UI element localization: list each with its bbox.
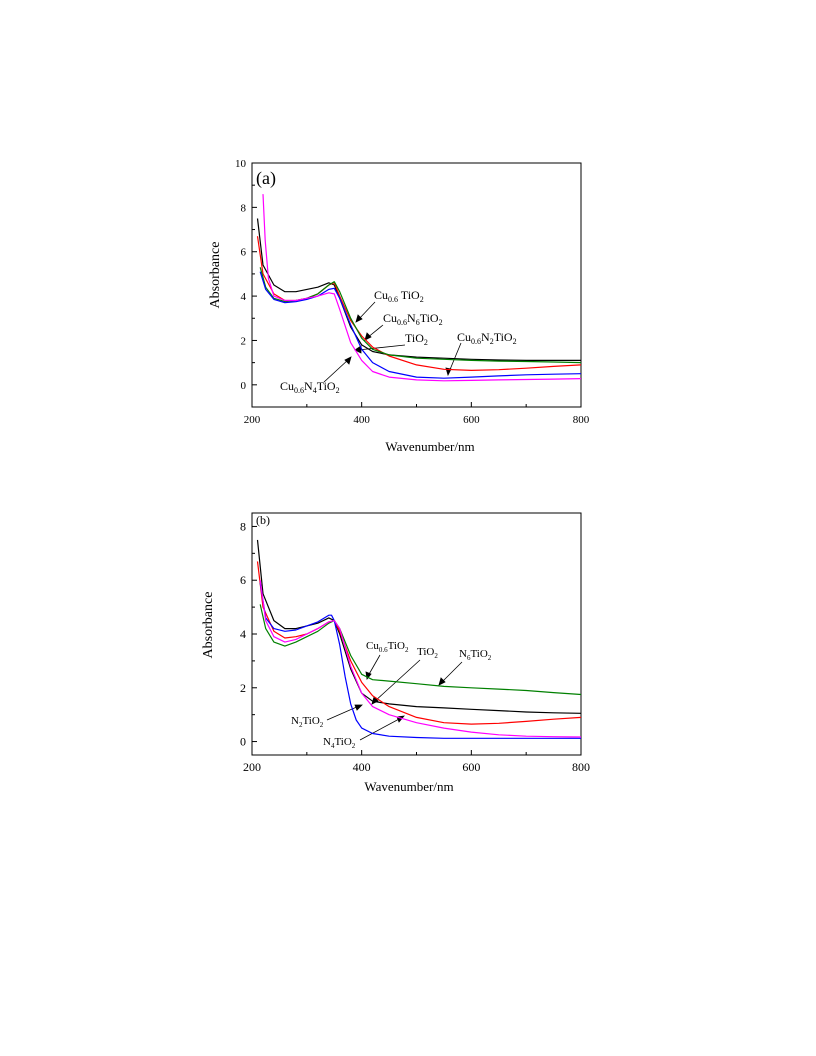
series-line-a-cu06n4tio2 xyxy=(262,194,582,382)
arrow-a-tio2 xyxy=(357,344,406,351)
series-line-a-cu06n2tio2 xyxy=(259,271,582,379)
arrow-b-n2-tio2 xyxy=(326,705,360,721)
y-tick-label-a-4: 4 xyxy=(241,291,247,303)
panel-a-xlabel: Wavenumber/nm xyxy=(385,439,474,454)
panel-b-ylabel: Absorbance xyxy=(201,592,216,659)
series-line-b-cu06tio2 xyxy=(256,561,582,725)
series-line-b-n6tio2 xyxy=(259,604,582,696)
x-tick-label-a-800: 800 xyxy=(573,414,590,426)
annotation-b-n4-tio2: N4TiO2 xyxy=(323,736,356,750)
annotation-a-cu06n6-tio2: Cu0.6N6TiO2 xyxy=(383,311,443,327)
panel-a-annotations: Cu0.6 TiO2 Cu0.6N6TiO2 TiO2 Cu0.6N2TiO2 … xyxy=(280,288,517,395)
series-line-a-cu06n6tio2 xyxy=(259,267,582,364)
arrow-b-tio2 xyxy=(373,659,421,703)
annotation-a-cu06-tio2: Cu0.6 TiO2 xyxy=(374,288,424,304)
arrowhead-b-tio2 xyxy=(371,696,379,705)
annotation-a-tio2: TiO2 xyxy=(405,331,428,347)
annotation-b-n2-tio2: N2TiO2 xyxy=(291,715,324,729)
x-tick-label-b-400: 400 xyxy=(353,760,371,774)
y-tick-label-b-8: 8 xyxy=(240,519,246,533)
panel-a-ylabel: Absorbance xyxy=(208,242,223,309)
y-tick-label-a-8: 8 xyxy=(241,202,247,214)
arrowhead-a-tio2 xyxy=(354,345,362,354)
series-line-b-n2tio2 xyxy=(259,580,582,738)
y-tick-label-a-0: 0 xyxy=(241,380,247,392)
annotation-a-cu06n4-tio2: Cu0.6N4TiO2 xyxy=(280,379,340,395)
arrowhead-b-n2-tio2 xyxy=(354,704,363,711)
arrow-a-cu06-tio2 xyxy=(357,301,376,321)
panel-a-arrows xyxy=(323,301,462,383)
y-tick-label-a-2: 2 xyxy=(241,335,247,347)
y-tick-label-b-0: 0 xyxy=(240,735,246,749)
y-tick-label-a-6: 6 xyxy=(241,247,247,259)
plot-frame-b xyxy=(251,512,582,756)
annotation-b-n6-tio2: N6TiO2 xyxy=(459,648,492,662)
panel-b: (b) Wavenumber/nm Absorbance Cu0.6TiO2 T… xyxy=(201,512,590,794)
panel-b-label: (b) xyxy=(256,513,270,527)
arrowhead-a-cu06-tio2 xyxy=(355,314,363,323)
x-tick-label-a-200: 200 xyxy=(244,414,261,426)
arrow-a-cu06n4-tio2 xyxy=(323,358,350,383)
x-tick-label-b-800: 800 xyxy=(572,760,590,774)
arrow-b-n6-tio2 xyxy=(440,661,463,684)
annotation-b-tio2: TiO2 xyxy=(417,646,438,660)
x-tick-label-a-600: 600 xyxy=(463,414,480,426)
arrow-b-cu06-tio2 xyxy=(367,654,381,677)
panel-a: (a) Wavenumber/nm Absorbance Cu0.6 TiO2 … xyxy=(208,158,590,454)
arrowhead-b-n6-tio2 xyxy=(438,677,446,686)
panel-b-arrows xyxy=(326,654,463,741)
arrow-b-n4-tio2 xyxy=(359,717,402,741)
panel-a-label: (a) xyxy=(256,168,276,189)
x-tick-label-a-400: 400 xyxy=(353,414,370,426)
y-tick-label-b-2: 2 xyxy=(240,681,246,695)
series-line-b-n4tio2 xyxy=(259,582,581,739)
arrow-a-cu06n2-tio2 xyxy=(448,342,462,373)
y-tick-label-b-6: 6 xyxy=(240,573,246,587)
plot-frame-a xyxy=(251,162,582,408)
y-tick-label-a-10: 10 xyxy=(235,158,247,170)
series-line-a-tio2 xyxy=(256,218,581,361)
panel-b-xlabel: Wavenumber/nm xyxy=(364,779,453,794)
y-tick-label-b-4: 4 xyxy=(240,627,246,641)
x-tick-label-b-600: 600 xyxy=(462,760,480,774)
annotation-b-cu06-tio2: Cu0.6TiO2 xyxy=(366,640,409,654)
series-line-b-tio2 xyxy=(256,539,582,714)
annotation-a-cu06n2-tio2: Cu0.6N2TiO2 xyxy=(457,330,517,346)
arrowhead-a-cu06n4-tio2 xyxy=(344,356,352,365)
x-tick-label-b-200: 200 xyxy=(243,760,261,774)
arrowhead-a-cu06n6-tio2 xyxy=(364,332,372,341)
panel-b-annotations: Cu0.6TiO2 TiO2 N6TiO2 N2TiO2 N4TiO2 xyxy=(291,640,492,750)
